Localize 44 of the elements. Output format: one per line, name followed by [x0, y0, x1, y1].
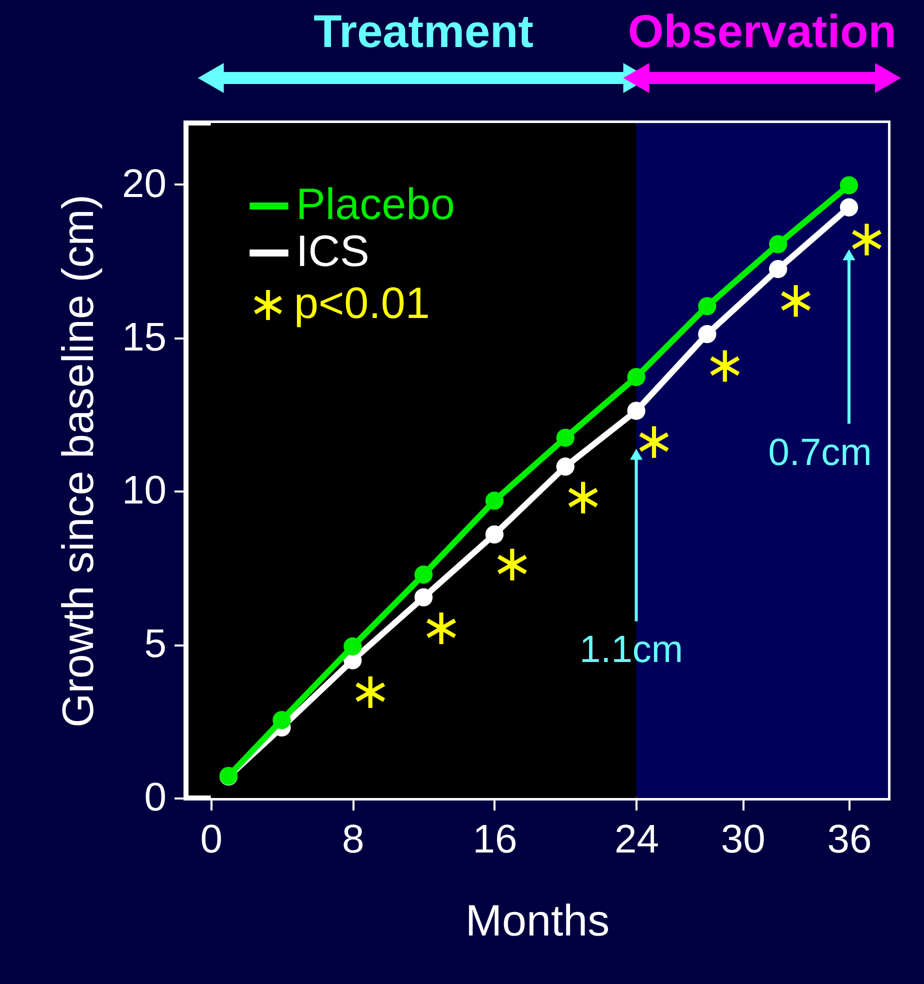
point: [627, 402, 646, 420]
x-tick-label: 16: [472, 818, 518, 862]
point: [414, 566, 433, 584]
point: [497, 548, 527, 580]
legend-label: Placebo: [296, 180, 456, 229]
point: [710, 350, 740, 382]
point: [781, 285, 811, 317]
x-tick-label: 30: [720, 818, 766, 862]
point: [485, 492, 504, 510]
legend-label: ICS: [296, 227, 370, 276]
y-tick-label: 0: [144, 776, 166, 820]
point: [840, 176, 858, 194]
point: [426, 612, 456, 644]
x-axis-title: Months: [465, 896, 610, 946]
point: [556, 458, 574, 476]
annotation: 1.1cm: [580, 629, 684, 672]
y-tick-label: 10: [122, 468, 166, 513]
point: [769, 235, 788, 254]
point: [344, 637, 362, 656]
y-tick-label: 20: [122, 162, 166, 206]
y-axis-title: Growth since baseline (cm): [54, 194, 104, 728]
point: [556, 428, 574, 447]
point: [840, 198, 858, 216]
point: [698, 325, 716, 344]
point: [852, 224, 882, 256]
point: [356, 676, 386, 708]
band-label: Treatment: [314, 5, 534, 57]
y-tick-label: 5: [144, 622, 166, 666]
point: [414, 588, 433, 606]
legend-label: p<0.01: [294, 279, 430, 328]
annotation: 0.7cm: [768, 432, 872, 474]
point: [627, 368, 646, 386]
x-tick-label: 0: [200, 818, 222, 862]
point: [485, 525, 504, 544]
x-tick-label: 8: [342, 818, 364, 862]
y-tick-label: 15: [122, 315, 166, 360]
x-tick-label: 36: [827, 818, 872, 862]
x-tick-label: 24: [614, 818, 660, 862]
point: [272, 711, 291, 730]
point: [568, 482, 598, 514]
point: [769, 260, 788, 278]
point: [698, 297, 716, 316]
point: [639, 426, 669, 458]
band-label: Observation: [628, 5, 896, 57]
